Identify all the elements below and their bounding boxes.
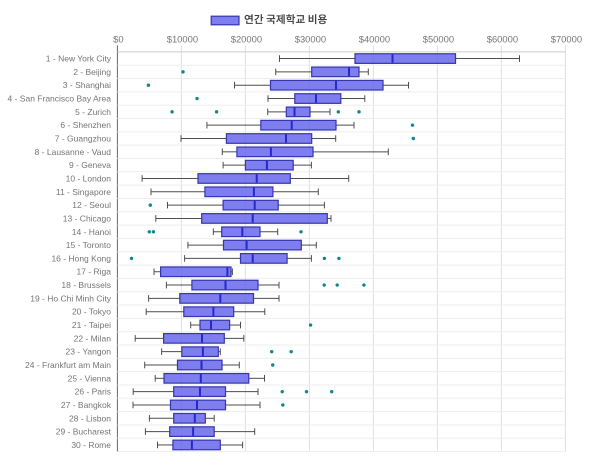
svg-text:14 - Hanoi: 14 - Hanoi (72, 227, 111, 237)
svg-text:29 - Bucharest: 29 - Bucharest (56, 427, 112, 437)
svg-text:30 - Rome: 30 - Rome (71, 440, 111, 450)
svg-text:28 - Lisbon: 28 - Lisbon (69, 413, 111, 423)
svg-text:13 - Chicago: 13 - Chicago (63, 213, 111, 223)
svg-text:10 - London: 10 - London (66, 173, 112, 183)
svg-text:16 - Hong Kong: 16 - Hong Kong (51, 253, 111, 263)
svg-text:4 - San Francisco Bay Area: 4 - San Francisco Bay Area (8, 94, 112, 104)
svg-text:11 - Singapore: 11 - Singapore (56, 187, 111, 197)
svg-text:$0: $0 (113, 33, 123, 44)
svg-text:5 - Zurich: 5 - Zurich (75, 107, 111, 117)
svg-text:$30000: $30000 (295, 33, 326, 44)
svg-text:12 - Seoul: 12 - Seoul (72, 200, 111, 210)
svg-text:1 - New York City: 1 - New York City (46, 54, 112, 64)
svg-text:$50000: $50000 (423, 33, 454, 44)
svg-text:6 - Shenzhen: 6 - Shenzhen (60, 120, 111, 130)
svg-text:$10000: $10000 (167, 33, 198, 44)
svg-text:17 - Riga: 17 - Riga (77, 267, 112, 277)
svg-text:8 - Lausanne - Vaud: 8 - Lausanne - Vaud (35, 147, 112, 157)
svg-text:$40000: $40000 (359, 33, 390, 44)
svg-text:$20000: $20000 (231, 33, 262, 44)
svg-text:$60000: $60000 (487, 33, 518, 44)
svg-text:25 - Vienna: 25 - Vienna (68, 373, 112, 383)
svg-text:$70000: $70000 (551, 33, 582, 44)
svg-text:22 - Milan: 22 - Milan (74, 333, 112, 343)
svg-text:18 - Brussels: 18 - Brussels (61, 280, 111, 290)
svg-text:21 - Taipei: 21 - Taipei (72, 320, 111, 330)
svg-text:7 - Guangzhou: 7 - Guangzhou (55, 134, 112, 144)
svg-text:27 - Bangkok: 27 - Bangkok (61, 400, 112, 410)
svg-text:24 - Frankfurt am Main: 24 - Frankfurt am Main (25, 360, 111, 370)
svg-text:9 - Geneva: 9 - Geneva (69, 160, 111, 170)
svg-text:3 - Shanghai: 3 - Shanghai (63, 80, 111, 90)
svg-text:26 - Paris: 26 - Paris (75, 387, 111, 397)
svg-text:19 - Ho Chi Minh City: 19 - Ho Chi Minh City (30, 293, 112, 303)
svg-text:23 - Yangon: 23 - Yangon (65, 347, 111, 357)
svg-text:20 - Tokyo: 20 - Tokyo (72, 307, 111, 317)
svg-text:2 - Beijing: 2 - Beijing (73, 67, 111, 77)
svg-text:15 - Toronto: 15 - Toronto (66, 240, 111, 250)
